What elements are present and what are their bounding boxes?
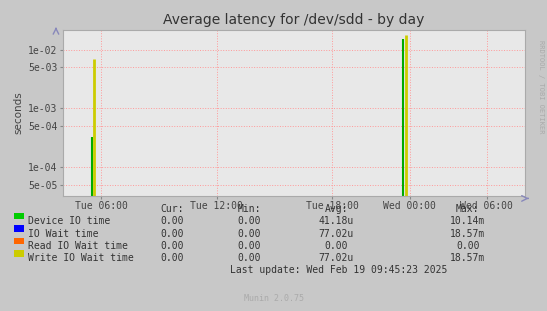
Text: 0.00: 0.00 bbox=[325, 241, 348, 251]
Title: Average latency for /dev/sdd - by day: Average latency for /dev/sdd - by day bbox=[164, 13, 424, 27]
Text: IO Wait time: IO Wait time bbox=[28, 229, 99, 239]
Text: Avg:: Avg: bbox=[325, 204, 348, 214]
Text: 0.00: 0.00 bbox=[237, 241, 260, 251]
Text: 0.00: 0.00 bbox=[161, 253, 184, 263]
Text: 0.00: 0.00 bbox=[161, 229, 184, 239]
Text: Cur:: Cur: bbox=[161, 204, 184, 214]
Text: Min:: Min: bbox=[237, 204, 260, 214]
Text: Device IO time: Device IO time bbox=[28, 216, 110, 226]
Text: Write IO Wait time: Write IO Wait time bbox=[28, 253, 134, 263]
Text: Read IO Wait time: Read IO Wait time bbox=[28, 241, 129, 251]
Text: 41.18u: 41.18u bbox=[319, 216, 354, 226]
Text: 0.00: 0.00 bbox=[456, 241, 479, 251]
Text: 0.00: 0.00 bbox=[237, 216, 260, 226]
Text: 0.00: 0.00 bbox=[161, 241, 184, 251]
Text: 0.00: 0.00 bbox=[237, 229, 260, 239]
Text: 0.00: 0.00 bbox=[161, 216, 184, 226]
Text: Munin 2.0.75: Munin 2.0.75 bbox=[243, 294, 304, 303]
Text: 10.14m: 10.14m bbox=[450, 216, 485, 226]
Text: Max:: Max: bbox=[456, 204, 479, 214]
Text: 18.57m: 18.57m bbox=[450, 229, 485, 239]
Text: 18.57m: 18.57m bbox=[450, 253, 485, 263]
Text: 77.02u: 77.02u bbox=[319, 253, 354, 263]
Text: 77.02u: 77.02u bbox=[319, 229, 354, 239]
Y-axis label: seconds: seconds bbox=[14, 91, 24, 134]
Text: 0.00: 0.00 bbox=[237, 253, 260, 263]
Text: Last update: Wed Feb 19 09:45:23 2025: Last update: Wed Feb 19 09:45:23 2025 bbox=[230, 265, 448, 275]
Text: RRDTOOL / TOBI OETIKER: RRDTOOL / TOBI OETIKER bbox=[538, 40, 544, 134]
